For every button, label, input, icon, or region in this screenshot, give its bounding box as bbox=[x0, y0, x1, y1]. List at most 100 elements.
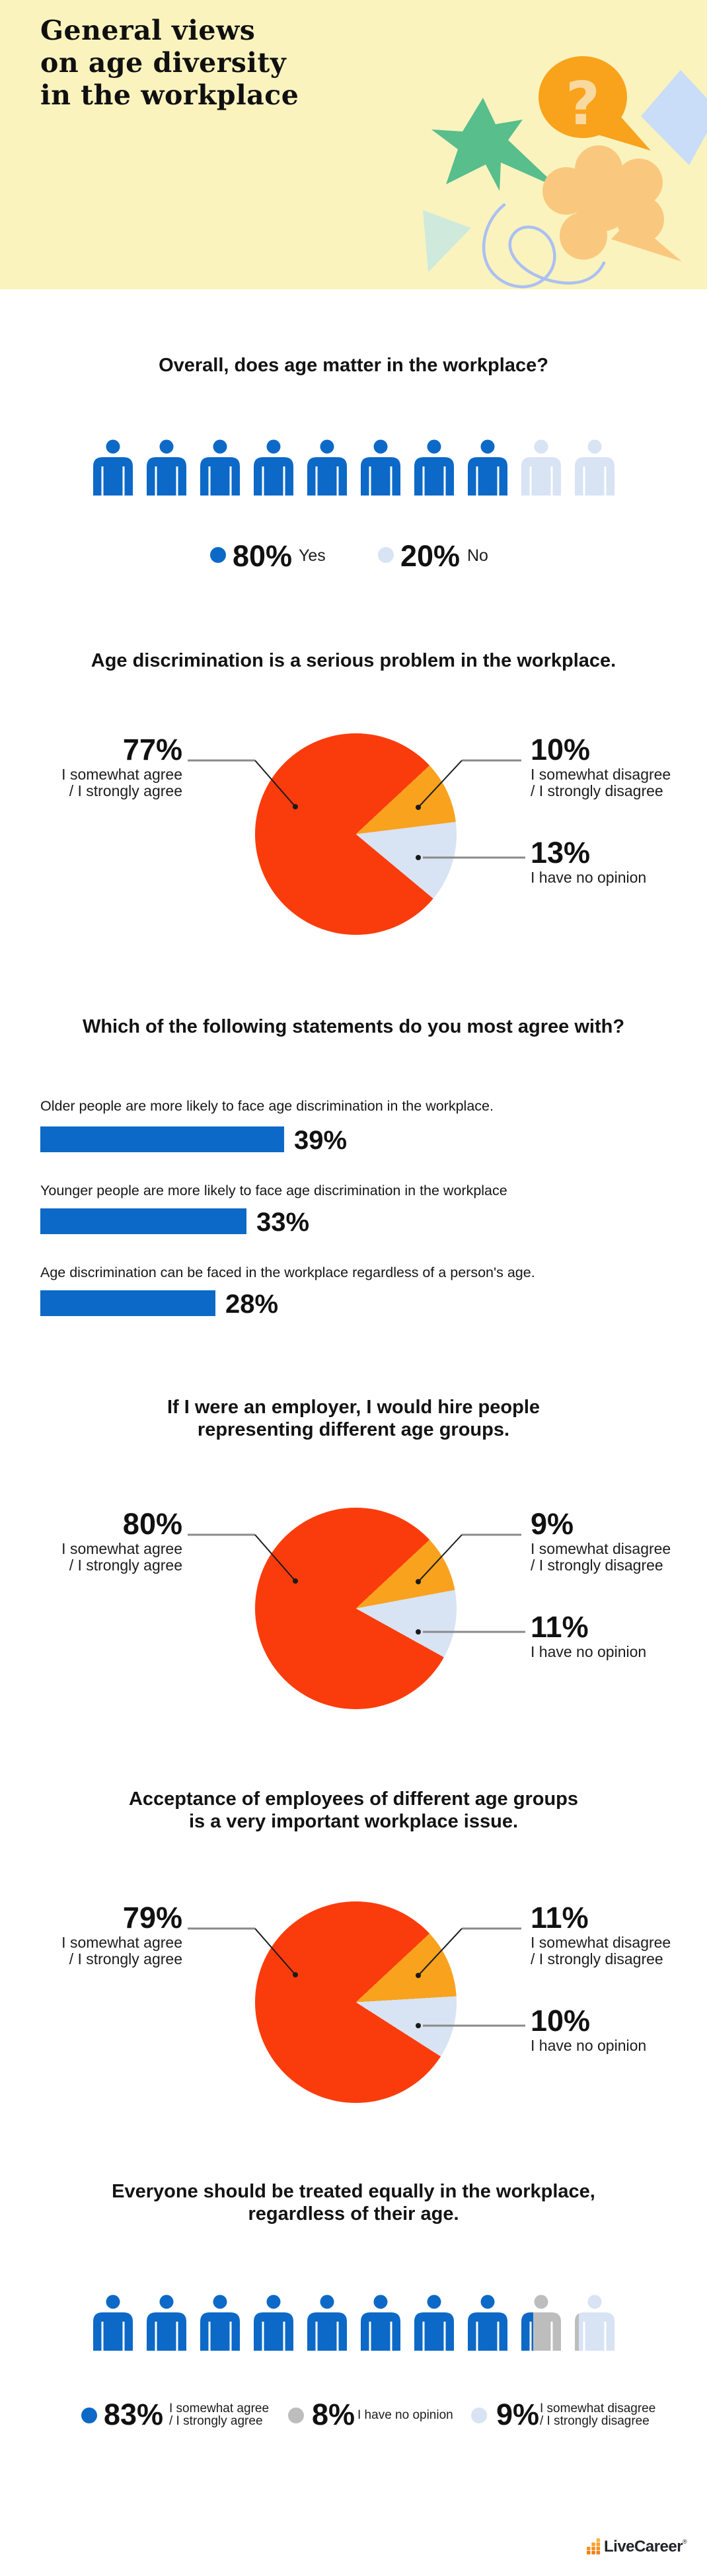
pie-caption-agree: I somewhat agree / I strongly agree bbox=[61, 1934, 182, 1968]
legend-label-agree: I somewhat agree / I strongly agree bbox=[169, 2402, 270, 2428]
person-icon bbox=[414, 2295, 454, 2351]
section-title-employer: If I were an employer, I would hire peop… bbox=[167, 1397, 540, 1440]
legend-dot-disagree bbox=[471, 2408, 487, 2423]
pie-chart bbox=[255, 1901, 457, 2103]
legend-value-disagree: 9% bbox=[496, 2398, 540, 2431]
legend-label-disagree: I somewhat disagree / I strongly disagre… bbox=[540, 2402, 656, 2428]
diamond-icon bbox=[641, 70, 707, 165]
bar-label-younger: Younger people are more likely to face a… bbox=[40, 1183, 507, 1198]
question-bubble-icon: ? bbox=[539, 56, 651, 151]
person-icon bbox=[307, 2295, 347, 2351]
person-icon bbox=[361, 2295, 400, 2351]
decorative-shapes: ? bbox=[423, 56, 707, 289]
section-title-statements: Which of the following statements do you… bbox=[82, 1016, 625, 1037]
flower-icon bbox=[542, 145, 682, 262]
person-icon bbox=[307, 439, 347, 496]
pie-chart bbox=[255, 733, 457, 935]
legend-label-yes: Yes bbox=[299, 546, 326, 565]
section-title-age-matter: Overall, does age matter in the workplac… bbox=[159, 355, 548, 376]
pie-chart bbox=[255, 1508, 457, 1709]
pie-value-agree: 79% bbox=[122, 1901, 182, 1934]
person-icon bbox=[93, 2295, 133, 2351]
pie-caption-agree: I somewhat agree / I strongly agree bbox=[61, 766, 182, 799]
bar-value-older: 39% bbox=[294, 1126, 348, 1155]
legend-label-no: No bbox=[467, 546, 488, 565]
legend-value-no-opinion: 8% bbox=[312, 2398, 355, 2431]
pie-section-serious-problem: 77% I somewhat agree / I strongly agree … bbox=[0, 727, 707, 951]
bar-older bbox=[40, 1126, 284, 1152]
person-icon bbox=[521, 439, 561, 496]
pictograph-equal-treatment bbox=[93, 2295, 614, 2351]
pie-value-disagree: 10% bbox=[531, 733, 591, 766]
pie-value-no-opinion: 13% bbox=[531, 836, 591, 869]
pie-value-agree: 80% bbox=[122, 1507, 182, 1541]
legend-dot-agree bbox=[81, 2408, 97, 2423]
svg-text:?: ? bbox=[566, 69, 600, 139]
pie-value-no-opinion: 10% bbox=[531, 2004, 591, 2038]
triangle-icon bbox=[423, 210, 471, 272]
livecareer-logo-text: LiveCareer bbox=[604, 2538, 683, 2556]
person-icon bbox=[361, 439, 400, 496]
legend-dot-no bbox=[378, 547, 394, 563]
legend-value-no: 20% bbox=[400, 539, 461, 573]
pie-label-agree: 77% I somewhat agree / I strongly agree bbox=[0, 735, 182, 799]
pie-section-acceptance: 79% I somewhat agree / I strongly agree … bbox=[0, 1895, 707, 2119]
pie-caption-disagree: I somewhat disagree / I strongly disagre… bbox=[531, 766, 671, 799]
pie-caption-agree: I somewhat agree / I strongly agree bbox=[61, 1540, 182, 1574]
legend-value-yes: 80% bbox=[233, 539, 293, 573]
person-icon bbox=[200, 2295, 240, 2351]
person-icon bbox=[575, 439, 614, 496]
pie-label-disagree: 10% I somewhat disagree / I strongly dis… bbox=[531, 735, 671, 799]
leader-lines bbox=[188, 1927, 525, 2028]
bar-label-regardless: Age discrimination can be faced in the w… bbox=[40, 1265, 535, 1280]
header: General views on age diversity in the wo… bbox=[0, 0, 707, 289]
bar-value-regardless: 28% bbox=[225, 1290, 279, 1319]
person-icon bbox=[468, 439, 507, 496]
pie-section-employer: 80% I somewhat agree / I strongly agree … bbox=[0, 1501, 707, 1726]
pie-caption-no-opinion: I have no opinion bbox=[531, 2037, 647, 2054]
section-title-acceptance: Acceptance of employees of different age… bbox=[128, 1788, 579, 1832]
bar-label-older: Older people are more likely to face age… bbox=[40, 1098, 494, 1114]
bar-regardless bbox=[40, 1290, 215, 1316]
legend-value-agree: 83% bbox=[104, 2398, 164, 2431]
pie-label-disagree: 9% I somewhat disagree / I strongly disa… bbox=[531, 1509, 671, 1574]
person-icon bbox=[575, 2295, 614, 2351]
registered-mark: ® bbox=[683, 2538, 687, 2545]
person-icon bbox=[254, 439, 293, 496]
person-icon bbox=[414, 439, 454, 496]
pie-label-no-opinion: 11% I have no opinion bbox=[531, 1612, 646, 1660]
pie-value-no-opinion: 11% bbox=[531, 1610, 589, 1644]
person-icon bbox=[93, 439, 133, 496]
person-icon bbox=[147, 2295, 186, 2351]
pie-label-no-opinion: 13% I have no opinion bbox=[531, 838, 646, 886]
leader-lines bbox=[188, 759, 525, 860]
person-icon bbox=[254, 2295, 293, 2351]
person-icon bbox=[200, 439, 240, 496]
person-icon bbox=[521, 2295, 561, 2351]
person-icon bbox=[468, 2295, 507, 2351]
legend-dot-no-opinion bbox=[288, 2408, 304, 2423]
pie-caption-disagree: I somewhat disagree / I strongly disagre… bbox=[531, 1540, 671, 1574]
leader-lines bbox=[188, 1533, 525, 1635]
legend-label-no-opinion: I have no opinion bbox=[357, 2408, 453, 2422]
page-title: General views on age diversity in the wo… bbox=[40, 15, 299, 111]
pie-value-agree: 77% bbox=[122, 733, 182, 766]
bar-younger bbox=[40, 1208, 246, 1234]
pie-label-disagree: 11% I somewhat disagree / I strongly dis… bbox=[531, 1903, 671, 1968]
section-title-equal-treatment: Everyone should be treated equally in th… bbox=[112, 2181, 595, 2225]
pictograph-yes-no bbox=[93, 439, 614, 496]
pie-label-agree: 79% I somewhat agree / I strongly agree bbox=[0, 1903, 182, 1968]
star-icon bbox=[431, 98, 559, 191]
pie-caption-no-opinion: I have no opinion bbox=[531, 1643, 647, 1660]
pie-label-no-opinion: 10% I have no opinion bbox=[531, 2006, 646, 2054]
pie-label-agree: 80% I somewhat agree / I strongly agree bbox=[0, 1509, 182, 1574]
squiggle-icon bbox=[482, 203, 606, 289]
pie-value-disagree: 11% bbox=[531, 1901, 589, 1934]
livecareer-logo: LiveCareer ® bbox=[587, 2538, 687, 2555]
pie-caption-no-opinion: I have no opinion bbox=[531, 869, 647, 886]
pie-caption-disagree: I somewhat disagree / I strongly disagre… bbox=[531, 1934, 671, 1968]
bar-value-younger: 33% bbox=[256, 1208, 310, 1237]
person-icon bbox=[147, 439, 186, 496]
legend-dot-yes bbox=[210, 547, 226, 563]
